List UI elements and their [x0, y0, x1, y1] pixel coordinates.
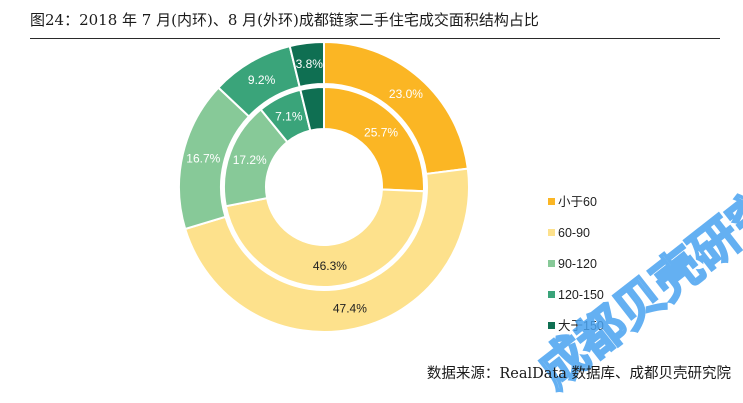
- slice-label-inner-2: 17.2%: [233, 153, 267, 167]
- legend-swatch-2: [548, 260, 555, 267]
- slice-outer-4: [288, 40, 325, 89]
- source-note: 数据来源：RealData 数据库、成都贝壳研究院: [426, 366, 731, 382]
- legend-label-0: 小于60: [558, 195, 597, 209]
- title-divider: [30, 38, 720, 39]
- slice-labels: 25.7% 46.3% 17.2% 7.1% 23.0% 47.4% 16.7% 9.2% 3.…: [186, 57, 423, 315]
- chart-title: 图24：2018 年 7 月(内环)、8 月(外环)成都链家二手住宅成交面积结构…: [30, 11, 539, 29]
- slice-label-outer-3: 9.2%: [248, 73, 276, 87]
- legend-swatch-3: [548, 291, 555, 298]
- slice-inner-1: [224, 188, 425, 288]
- slice-inner-4: [299, 85, 325, 132]
- chart-legend: 小于60 60-90 90-120 120-150 大于150: [548, 195, 604, 333]
- slice-label-outer-4: 3.8%: [296, 57, 324, 71]
- slice-label-outer-0: 23.0%: [389, 87, 423, 101]
- legend-swatch-4: [548, 322, 555, 329]
- slice-label-inner-0: 25.7%: [364, 125, 398, 139]
- legend-swatch-1: [548, 229, 555, 236]
- slice-label-inner-3: 7.1%: [275, 109, 303, 123]
- legend-label-1: 60-90: [558, 226, 590, 240]
- slice-inner-0: [323, 85, 425, 193]
- slice-outer-1: [183, 167, 470, 333]
- legend-label-4: 大于150: [558, 319, 604, 333]
- legend-label-2: 90-120: [558, 257, 597, 271]
- legend-label-3: 120-150: [558, 288, 604, 302]
- slice-label-outer-2: 16.7%: [186, 152, 220, 166]
- donut-rings: [178, 40, 470, 333]
- legend-swatch-0: [548, 198, 555, 205]
- slice-label-outer-1: 47.4%: [333, 301, 367, 315]
- slice-label-inner-1: 46.3%: [313, 259, 347, 273]
